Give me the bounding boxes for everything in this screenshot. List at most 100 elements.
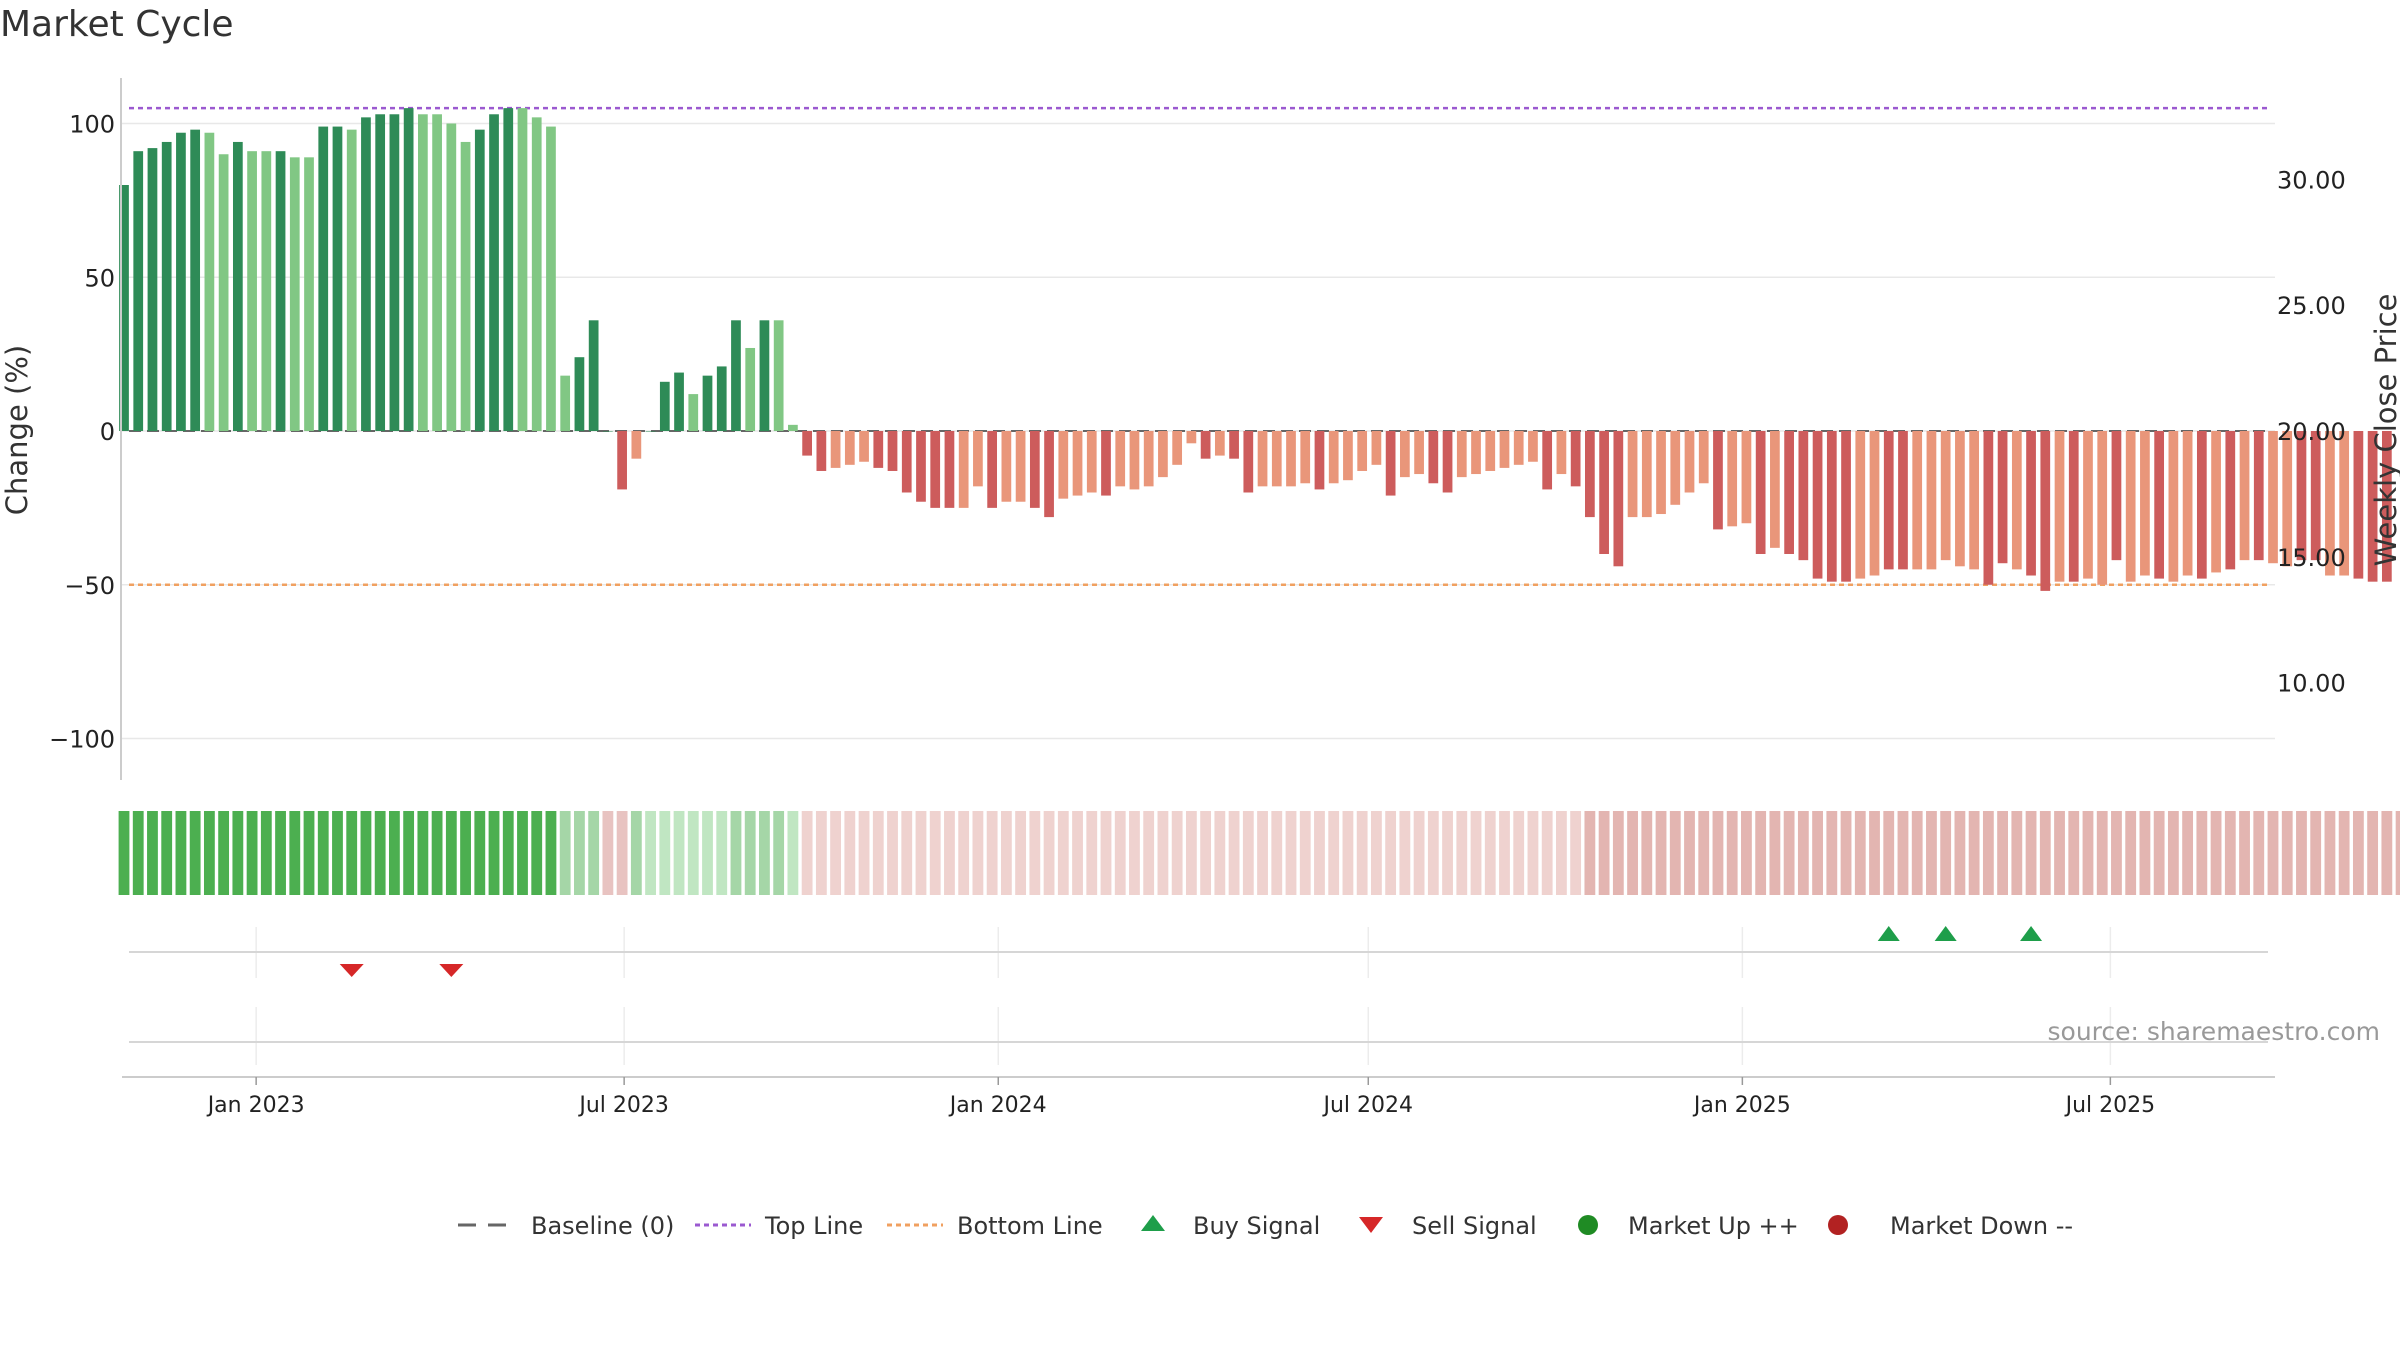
bar [1713, 431, 1723, 530]
bar [1983, 431, 1994, 585]
bar [731, 320, 741, 431]
strip-cell [118, 811, 130, 895]
strip-cell [773, 811, 785, 895]
bar [1841, 431, 1851, 582]
bar [1186, 431, 1197, 444]
strip-cell [218, 811, 230, 895]
bar [944, 431, 955, 508]
strip-cell [872, 811, 884, 895]
bar [119, 185, 129, 431]
strip-cell [1982, 811, 1994, 895]
bar [2282, 431, 2293, 567]
strip-cell [2096, 811, 2108, 895]
bar [1770, 431, 1780, 548]
strip-cell [1342, 811, 1354, 895]
strip-cell [559, 811, 571, 895]
strip-cell [1513, 811, 1525, 895]
bar [2353, 431, 2364, 579]
bar [1513, 431, 1524, 465]
strip-cell [1954, 811, 1966, 895]
buy-signal-marker [1877, 926, 1900, 941]
strip-cell [488, 811, 500, 895]
strip-cell [2082, 811, 2094, 895]
strip-cell [1527, 811, 1539, 895]
strip-cell [2182, 811, 2194, 895]
bar [1328, 431, 1339, 484]
strip-cell [630, 811, 642, 895]
bar [432, 114, 442, 432]
strip-cell [260, 811, 272, 895]
strip-cell [574, 811, 585, 895]
strip-cell [958, 811, 970, 895]
strip-cell [246, 811, 258, 895]
legend-swatch-market-up [1578, 1215, 1598, 1235]
legend-swatch-buy-signal [1141, 1215, 1165, 1231]
signal-panel [129, 926, 2268, 1065]
strip-cell [1314, 811, 1325, 895]
strip-cell [1200, 811, 1212, 895]
bar [1129, 431, 1140, 490]
bar [2154, 431, 2165, 579]
strip-cell [517, 811, 528, 895]
strip-cell [2054, 811, 2065, 895]
legend-label-market-down: Market Down -- [1890, 1212, 2073, 1240]
strip-cell [2196, 811, 2208, 895]
bar [1627, 431, 1638, 518]
bar [503, 108, 514, 431]
bar [1143, 431, 1154, 487]
strip-cell [1698, 811, 1710, 895]
bar [375, 114, 386, 432]
strip-cell [388, 811, 400, 895]
x-tick-label: Jul 2023 [577, 1093, 669, 1118]
bar [1741, 431, 1752, 524]
bar [688, 394, 699, 431]
strip-cell [2367, 811, 2379, 895]
strip-cell [1100, 811, 1112, 895]
bar [1869, 431, 1880, 576]
strip-cell [673, 811, 685, 895]
strip-cell [1057, 811, 1069, 895]
x-tick-label: Jul 2024 [1321, 1093, 1413, 1118]
strip-cell [161, 811, 173, 895]
strip-cell [1072, 811, 1083, 895]
bar [403, 108, 414, 431]
bar [460, 141, 471, 431]
strip-cell [929, 811, 941, 895]
strip-cell [2039, 811, 2051, 895]
bar [1442, 431, 1453, 493]
strip-cell [1997, 811, 2009, 895]
y-tick-label-left: 50 [84, 264, 115, 292]
bar [2239, 431, 2250, 561]
bar [816, 431, 827, 471]
bar [716, 366, 727, 431]
bar [1955, 431, 1965, 567]
strip-cell [1456, 811, 1468, 895]
strip-cell [332, 811, 343, 895]
strip-cell [2239, 811, 2250, 895]
strip-cell [1968, 811, 1980, 895]
bar [745, 347, 756, 431]
y-axis-title-left: Change (%) [0, 345, 34, 515]
bar [261, 151, 272, 432]
bar [901, 431, 912, 493]
bar [1784, 431, 1794, 554]
bar [1044, 431, 1054, 518]
legend-label-bottom-line: Bottom Line [957, 1212, 1103, 1240]
reference-lines [129, 106, 2268, 586]
strip-cell [1570, 811, 1582, 895]
bar [859, 431, 869, 462]
bar [802, 431, 812, 456]
strip-cell [374, 811, 386, 895]
source-credit: source: sharemaestro.com [2048, 1017, 2381, 1046]
strip-cell [830, 811, 841, 895]
strip-cell [1029, 811, 1041, 895]
strip-cell [1499, 811, 1510, 895]
strip-cell [972, 811, 984, 895]
strip-cell [431, 811, 443, 895]
bar [161, 141, 172, 431]
strip-cell [1741, 811, 1752, 895]
strip-cell [1143, 811, 1155, 895]
bar [887, 431, 898, 471]
bar [1414, 431, 1424, 475]
strip-cell [716, 811, 728, 895]
